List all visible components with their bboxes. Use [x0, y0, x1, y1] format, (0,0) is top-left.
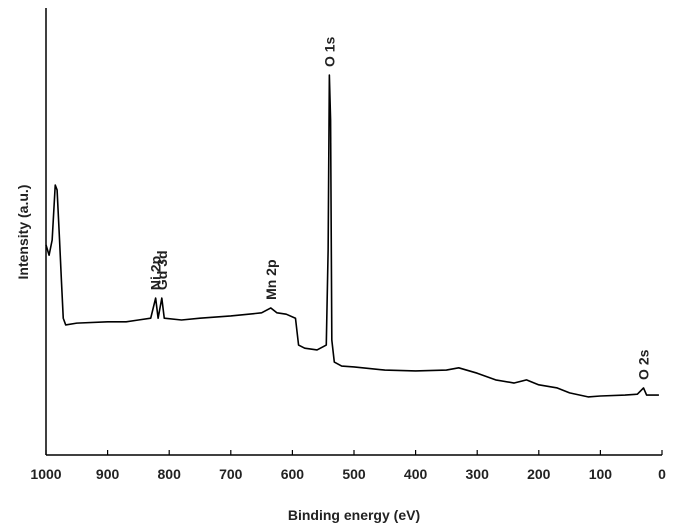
peak-annotation: Mn 2p — [263, 259, 279, 299]
y-axis-label: Intensity (a.u.) — [15, 185, 31, 280]
peak-annotation: Gd 3d — [154, 250, 170, 290]
x-tick-label: 700 — [219, 466, 243, 482]
spectrum-line — [45, 74, 659, 398]
x-tick-label: 500 — [342, 466, 366, 482]
peak-annotation: O 1s — [321, 36, 337, 67]
x-tick-label: 900 — [96, 466, 120, 482]
x-tick-label: 1000 — [30, 466, 61, 482]
x-tick-label: 800 — [158, 466, 182, 482]
x-tick-label: 0 — [658, 466, 666, 482]
x-tick-label: 400 — [404, 466, 428, 482]
x-tick-label: 300 — [466, 466, 490, 482]
x-tick-label: 600 — [281, 466, 305, 482]
x-tick-label: 100 — [589, 466, 613, 482]
peak-annotation: Ni 2p — [148, 256, 164, 290]
x-tick-label: 200 — [527, 466, 551, 482]
x-axis-label: Binding energy (eV) — [288, 507, 420, 523]
peak-annotation: O 2s — [636, 349, 652, 380]
